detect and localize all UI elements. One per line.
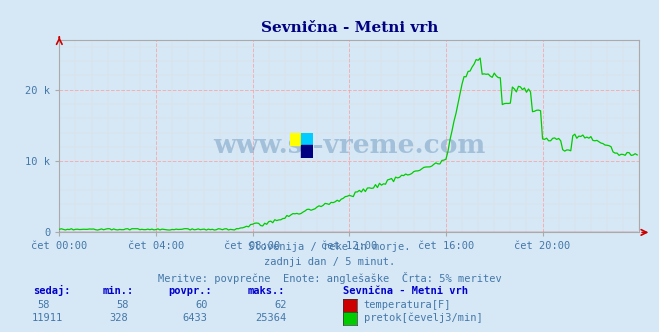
Text: maks.:: maks.: [247,286,285,296]
Bar [301,145,313,158]
Text: Sevnična - Metni vrh: Sevnična - Metni vrh [343,286,468,296]
Bar [290,133,301,145]
Text: povpr.:: povpr.: [168,286,212,296]
Text: 58: 58 [116,300,129,310]
Text: Slovenija / reke in morje.: Slovenija / reke in morje. [248,242,411,252]
Text: 62: 62 [274,300,287,310]
Text: www.si-vreme.com: www.si-vreme.com [213,133,486,158]
Text: 328: 328 [110,313,129,323]
Text: zadnji dan / 5 minut.: zadnji dan / 5 minut. [264,257,395,267]
Text: 25364: 25364 [256,313,287,323]
Text: sedaj:: sedaj: [33,285,71,296]
Title: Sevnična - Metni vrh: Sevnična - Metni vrh [260,21,438,35]
Text: Meritve: povprečne  Enote: anglešaške  Črta: 5% meritev: Meritve: povprečne Enote: anglešaške Črt… [158,272,501,284]
Text: pretok[čevelj3/min]: pretok[čevelj3/min] [364,313,482,323]
Bar [301,133,313,145]
Text: min.:: min.: [102,286,133,296]
Text: temperatura[F]: temperatura[F] [364,300,451,310]
Text: 11911: 11911 [32,313,63,323]
Text: 6433: 6433 [183,313,208,323]
Text: 58: 58 [37,300,49,310]
Text: 60: 60 [195,300,208,310]
